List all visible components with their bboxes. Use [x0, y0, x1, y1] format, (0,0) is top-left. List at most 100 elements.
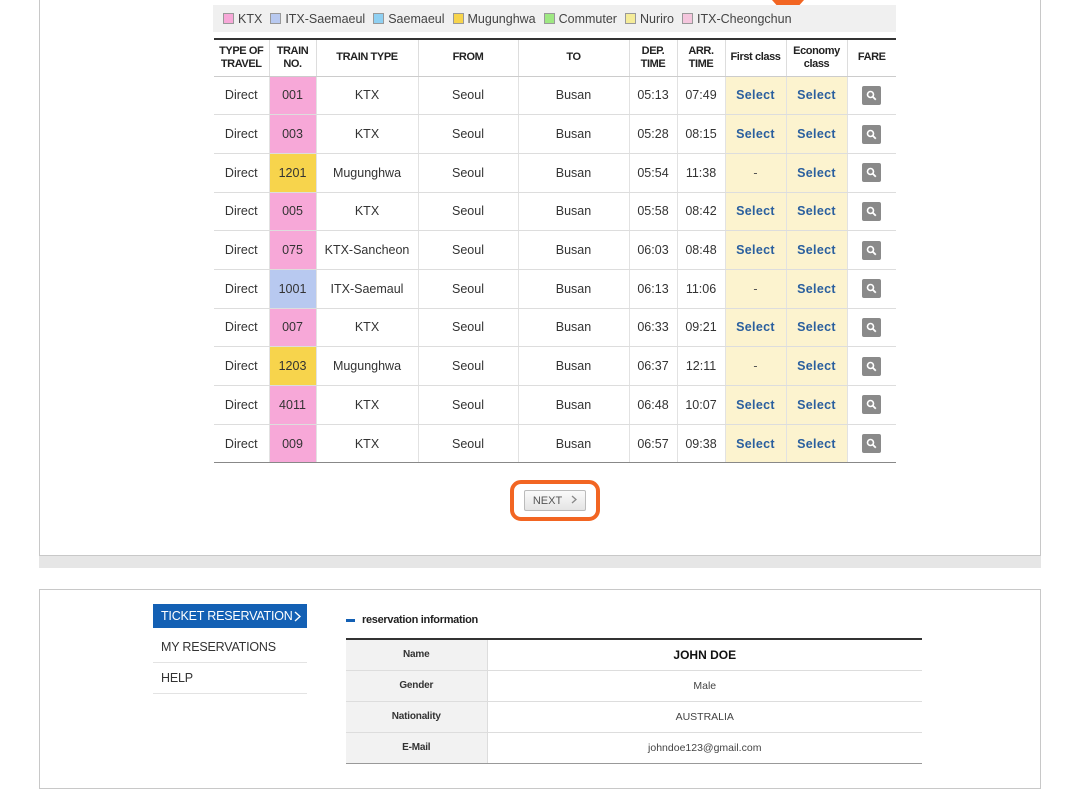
fare-lookup-button[interactable] — [862, 279, 882, 299]
type-of-travel-cell: Direct — [214, 192, 270, 232]
legend-label: ITX-Cheongchun — [697, 11, 792, 26]
dep-time-cell: 05:58 — [629, 192, 678, 232]
table-row: Direct 1203 Mugunghwa Seoul Busan 06:37 12:11 -… — [214, 346, 896, 386]
economy-class-select-button[interactable]: Select — [797, 359, 836, 374]
to-cell: Busan — [518, 230, 630, 270]
legend-swatch — [270, 13, 282, 24]
train-type-cell: KTX — [316, 424, 419, 464]
table-row: Direct 4011 KTX Seoul Busan 06:48 10:07 Select S… — [214, 385, 896, 425]
economy-class-cell: Select — [786, 153, 848, 193]
sidebar-menu: TICKET RESERVATION MY RESERVATIONS HELP — [153, 604, 307, 694]
first-class-unavailable: - — [753, 165, 758, 180]
col-from-header: FROM — [418, 38, 519, 77]
first-class-select-button[interactable]: Select — [736, 204, 775, 219]
section-divider — [39, 556, 1041, 568]
from-cell: Seoul — [418, 424, 519, 464]
col-economy-class-header: Economy class — [786, 38, 848, 77]
train-type-legend: KTX ITX-Saemaeul Saemaeul Mugunghwa Commuter… — [213, 5, 896, 32]
from-cell: Seoul — [418, 346, 519, 386]
fare-lookup-button[interactable] — [862, 163, 882, 183]
fare-lookup-button[interactable] — [862, 85, 882, 105]
legend-swatch — [624, 13, 636, 24]
train-type-cell: KTX-Sancheon — [316, 230, 419, 270]
next-button-label: NEXT — [532, 494, 563, 507]
table-header-row: TYPE OF TRAVEL TRAIN NO. TRAIN TYPE FROM TO D… — [214, 38, 896, 77]
type-of-travel-cell: Direct — [214, 76, 270, 116]
train-no-cell: 075 — [269, 230, 317, 270]
first-class-select-button[interactable]: Select — [736, 88, 775, 103]
reservation-field-label: Nationality — [346, 701, 488, 733]
fare-lookup-button[interactable] — [862, 240, 882, 260]
economy-class-select-button[interactable]: Select — [797, 281, 836, 296]
fare-cell — [847, 385, 896, 425]
economy-class-select-button[interactable]: Select — [797, 204, 836, 219]
train-no-cell: 009 — [269, 424, 317, 464]
economy-class-cell: Select — [786, 269, 848, 309]
first-class-unavailable: - — [753, 281, 758, 296]
train-no-cell: 005 — [269, 192, 317, 232]
train-no-cell: 003 — [269, 114, 317, 154]
reservation-field-value: JOHN DOE — [487, 639, 922, 671]
reservation-row: E-Mail johndoe123@gmail.com — [346, 732, 922, 764]
sidebar-item-ticket-reservation[interactable]: TICKET RESERVATION — [153, 604, 307, 628]
from-cell: Seoul — [418, 76, 519, 116]
table-row: Direct 001 KTX Seoul Busan 05:13 07:49 Select Se… — [214, 76, 896, 116]
table-row: Direct 1001 ITX-Saemaul Seoul Busan 06:13 11:0… — [214, 269, 896, 309]
reservation-section-title: reservation information — [346, 614, 478, 626]
fare-lookup-button[interactable] — [862, 395, 882, 415]
from-cell: Seoul — [418, 153, 519, 193]
first-class-select-button[interactable]: Select — [736, 127, 775, 142]
table-row: Direct 075 KTX-Sancheon Seoul Busan 06:03 08:4… — [214, 230, 896, 270]
train-no-cell: 1203 — [269, 346, 317, 386]
from-cell: Seoul — [418, 230, 519, 270]
magnifier-icon — [866, 206, 877, 217]
economy-class-select-button[interactable]: Select — [797, 397, 836, 412]
magnifier-icon — [866, 399, 877, 410]
economy-class-select-button[interactable]: Select — [797, 165, 836, 180]
dep-time-cell: 05:28 — [629, 114, 678, 154]
fare-cell — [847, 76, 896, 116]
sidebar-item-my-reservations[interactable]: MY RESERVATIONS — [153, 632, 307, 663]
col-train-no-header: TRAIN NO. — [269, 38, 317, 77]
fare-cell — [847, 346, 896, 386]
first-class-cell: - — [725, 153, 787, 193]
first-class-select-button[interactable]: Select — [736, 243, 775, 258]
fare-lookup-button[interactable] — [862, 434, 882, 454]
train-type-cell: KTX — [316, 76, 419, 116]
economy-class-select-button[interactable]: Select — [797, 127, 836, 142]
to-cell: Busan — [518, 153, 630, 193]
train-type-cell: KTX — [316, 192, 419, 232]
first-class-select-button[interactable]: Select — [736, 320, 775, 335]
fare-lookup-button[interactable] — [862, 356, 882, 376]
legend-swatch — [682, 13, 694, 24]
first-class-select-button[interactable]: Select — [736, 436, 775, 451]
reservation-info-table: Name JOHN DOE Gender Male Nationality AUSTRAL… — [346, 638, 922, 764]
economy-class-select-button[interactable]: Select — [797, 88, 836, 103]
legend-item: ITX-Cheongchun — [682, 12, 792, 26]
sidebar-item-help[interactable]: HELP — [153, 663, 307, 694]
from-cell: Seoul — [418, 308, 519, 348]
legend-label: Mugunghwa — [467, 11, 536, 26]
col-arr-time-header: ARR. TIME — [677, 38, 726, 77]
fare-lookup-button[interactable] — [862, 317, 882, 337]
train-no-cell: 1001 — [269, 269, 317, 309]
economy-class-cell: Select — [786, 230, 848, 270]
fare-lookup-button[interactable] — [862, 124, 882, 144]
first-class-cell: Select — [725, 308, 787, 348]
economy-class-select-button[interactable]: Select — [797, 243, 836, 258]
next-button[interactable]: NEXT — [524, 490, 586, 511]
legend-item: Nuriro — [624, 12, 674, 26]
economy-class-select-button[interactable]: Select — [797, 320, 836, 335]
table-row: Direct 1201 Mugunghwa Seoul Busan 05:54 11:38 -… — [214, 153, 896, 193]
dep-time-cell: 05:54 — [629, 153, 678, 193]
from-cell: Seoul — [418, 114, 519, 154]
fare-lookup-button[interactable] — [862, 201, 882, 221]
table-row: Direct 005 KTX Seoul Busan 05:58 08:42 Select Se… — [214, 192, 896, 232]
arr-time-cell: 12:11 — [677, 346, 726, 386]
magnifier-icon — [866, 322, 877, 333]
col-to-header: TO — [518, 38, 630, 77]
economy-class-select-button[interactable]: Select — [797, 436, 836, 451]
first-class-select-button[interactable]: Select — [736, 397, 775, 412]
legend-label: Commuter — [558, 11, 617, 26]
next-button-highlight: NEXT — [510, 480, 600, 521]
